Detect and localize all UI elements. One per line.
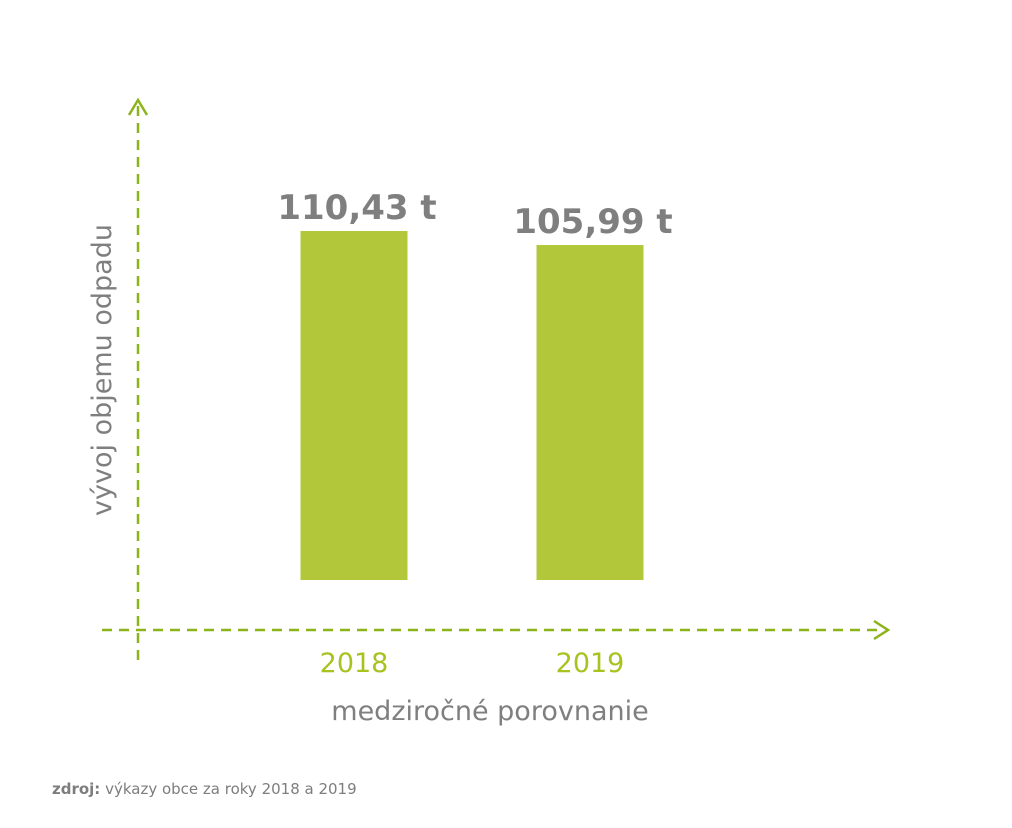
x-tick-label-2018: 2018 [320, 648, 389, 679]
labels: 110,43 t 2018 105,99 t 2019 [277, 188, 672, 679]
source-text: výkazy obce za roky 2018 a 2019 [105, 780, 357, 798]
data-label-2018: 110,43 t [277, 188, 436, 228]
data-label-2019: 105,99 t [513, 202, 672, 242]
source-note: zdroj: výkazy obce za roky 2018 a 2019 [52, 780, 357, 798]
bar-2018 [300, 231, 408, 580]
x-axis-arrow [873, 619, 891, 641]
bar-2019 [536, 245, 644, 581]
axes [102, 97, 891, 660]
y-axis-label: vývoj objemu odpadu [87, 224, 118, 516]
x-tick-label-2019: 2019 [556, 648, 625, 679]
bars [300, 231, 644, 581]
x-axis-label: medziročné porovnanie [331, 696, 648, 727]
source-prefix: zdroj: [52, 780, 101, 798]
y-axis-arrow [127, 97, 149, 116]
